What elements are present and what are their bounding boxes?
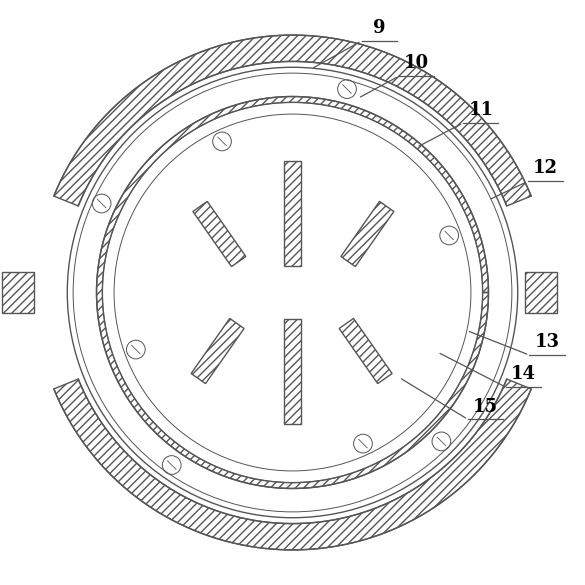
Polygon shape [341,201,394,267]
Polygon shape [284,161,301,266]
Text: 11: 11 [469,101,493,119]
Polygon shape [191,318,244,384]
Text: 9: 9 [373,19,386,37]
Text: 14: 14 [511,366,536,383]
Polygon shape [193,201,246,267]
Text: 13: 13 [535,333,559,351]
Polygon shape [339,318,392,384]
Text: 15: 15 [473,398,498,415]
Polygon shape [284,319,301,424]
Text: 10: 10 [404,54,429,72]
Text: 12: 12 [533,160,558,177]
